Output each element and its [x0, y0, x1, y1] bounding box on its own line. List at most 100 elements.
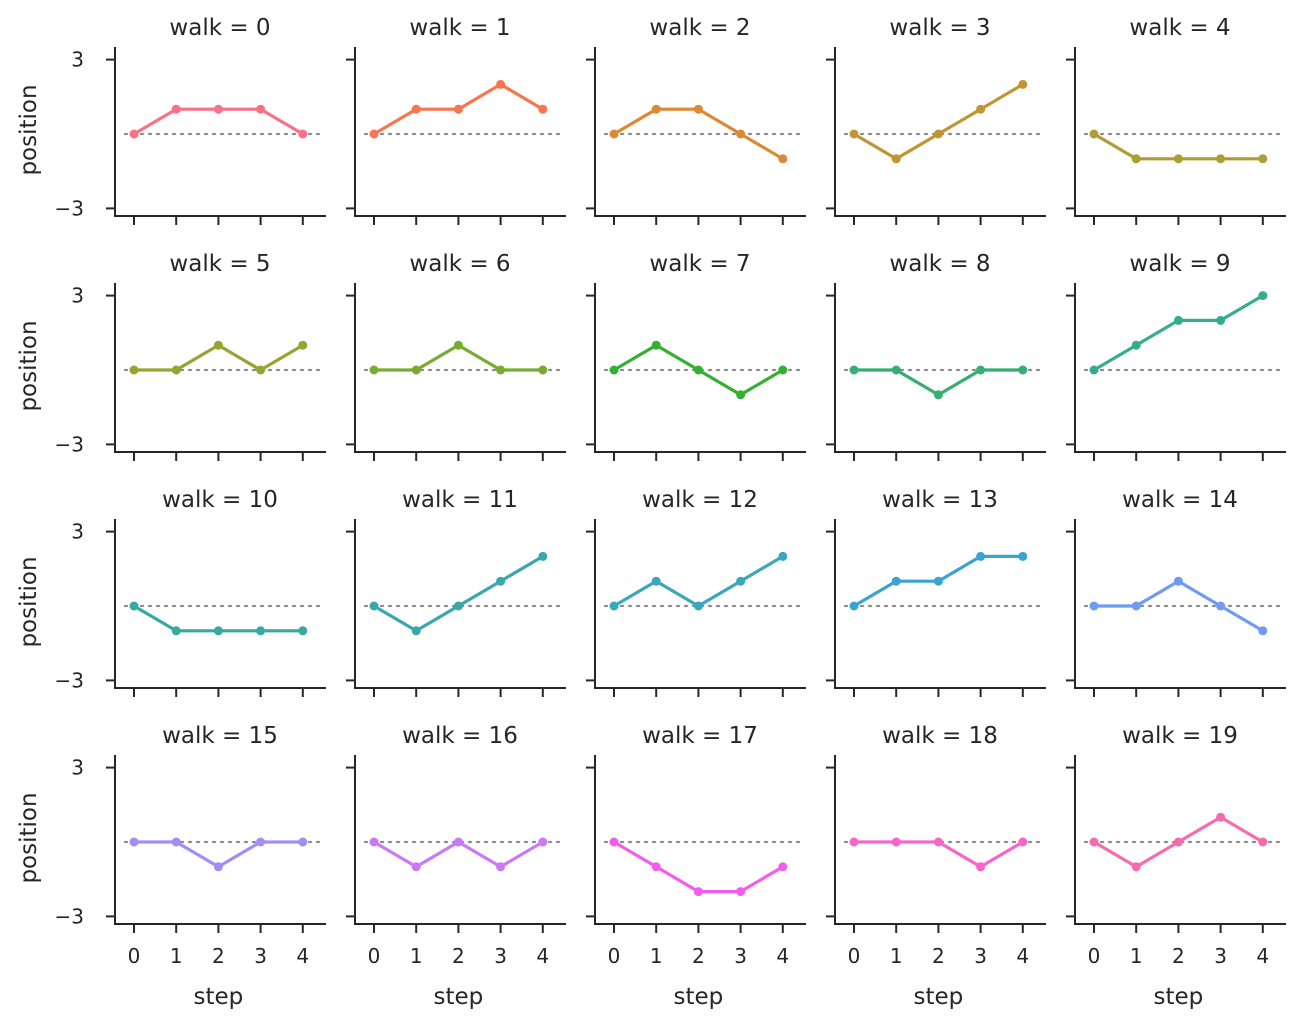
data-point	[1216, 154, 1226, 164]
panel-title: walk = 14	[1122, 487, 1238, 513]
data-point	[651, 862, 661, 872]
x-tick-label: 2	[1172, 944, 1185, 968]
data-point	[651, 340, 661, 350]
data-point	[1018, 365, 1028, 375]
data-point	[933, 129, 943, 139]
axis-spines	[114, 283, 326, 453]
panel-title: walk = 8	[889, 251, 990, 277]
data-point	[256, 104, 266, 114]
data-point	[1173, 315, 1183, 325]
data-point	[976, 104, 986, 114]
data-point	[256, 626, 266, 636]
data-point	[891, 365, 901, 375]
data-point	[1089, 837, 1099, 847]
x-tick-label: 0	[608, 944, 621, 968]
data-point	[976, 862, 986, 872]
data-point	[256, 837, 266, 847]
data-point	[1089, 365, 1099, 375]
data-point	[1089, 601, 1099, 611]
y-tick-label: 3	[71, 284, 84, 308]
axis-spines	[594, 47, 806, 217]
data-point	[778, 154, 788, 164]
x-tick-label: 3	[734, 944, 747, 968]
facet-panel: walk = 11	[346, 487, 567, 697]
facet-panel: walk = 2	[586, 15, 807, 225]
data-point	[298, 626, 308, 636]
y-tick-label: −3	[55, 904, 84, 928]
data-point	[411, 365, 421, 375]
axis-spines	[354, 755, 566, 925]
facet-panel: walk = 3	[826, 15, 1047, 225]
panel-title: walk = 12	[642, 487, 758, 513]
axis-spines	[114, 519, 326, 689]
facet-panel: walk = 7	[586, 251, 807, 461]
panel-title: walk = 2	[649, 15, 750, 41]
y-tick-label: 3	[71, 520, 84, 544]
data-point	[933, 390, 943, 400]
data-point	[538, 837, 548, 847]
axis-spines	[354, 519, 566, 689]
facet-panel: walk = 0 −3 3 position	[16, 15, 327, 225]
facet-panel: walk = 1	[346, 15, 567, 225]
x-tick-label: 0	[128, 944, 141, 968]
x-tick-label: 3	[974, 944, 987, 968]
data-point	[1258, 626, 1268, 636]
data-point	[538, 551, 548, 561]
axis-spines	[594, 283, 806, 453]
x-tick-label: 2	[452, 944, 465, 968]
data-point	[1018, 79, 1028, 89]
axis-spines	[354, 47, 566, 217]
data-point	[171, 104, 181, 114]
facet-panel: walk = 8	[826, 251, 1047, 461]
x-axis-label: step	[914, 984, 964, 1010]
x-tick-label: 4	[1016, 944, 1029, 968]
data-point	[933, 837, 943, 847]
data-point	[171, 626, 181, 636]
axis-spines	[354, 283, 566, 453]
data-point	[891, 837, 901, 847]
data-point	[891, 154, 901, 164]
data-point	[778, 365, 788, 375]
panel-title: walk = 6	[409, 251, 510, 277]
facet-panel: walk = 14	[1066, 487, 1287, 697]
panel-title: walk = 0	[169, 15, 270, 41]
data-point	[298, 340, 308, 350]
data-point	[1131, 340, 1141, 350]
data-point	[213, 626, 223, 636]
data-point	[369, 129, 379, 139]
data-point	[609, 129, 619, 139]
series-line	[612, 840, 785, 894]
y-axis-label: position	[16, 320, 42, 411]
series-line	[852, 82, 1025, 161]
data-point	[609, 837, 619, 847]
data-point	[976, 551, 986, 561]
x-axis-label: step	[434, 984, 484, 1010]
axis-spines	[834, 519, 1046, 689]
panel-title: walk = 3	[889, 15, 990, 41]
facet-panel: walk = 9	[1066, 251, 1287, 461]
x-tick-label: 1	[650, 944, 663, 968]
facet-panel: walk = 13	[826, 487, 1047, 697]
x-tick-label: 0	[848, 944, 861, 968]
data-point	[129, 837, 139, 847]
facet-panel: walk = 5 −3 3 position	[16, 251, 327, 461]
data-point	[1018, 551, 1028, 561]
panel-title: walk = 15	[162, 723, 278, 749]
data-point	[496, 79, 506, 89]
data-point	[849, 837, 859, 847]
y-tick-label: 3	[71, 756, 84, 780]
data-point	[453, 601, 463, 611]
panel-title: walk = 19	[1122, 723, 1238, 749]
data-point	[849, 365, 859, 375]
data-point	[171, 837, 181, 847]
x-axis-label: step	[1154, 984, 1204, 1010]
data-point	[1258, 837, 1268, 847]
axis-spines	[834, 283, 1046, 453]
x-axis-label: step	[674, 984, 724, 1010]
y-tick-label: −3	[55, 196, 84, 220]
data-point	[1258, 291, 1268, 301]
data-point	[1216, 315, 1226, 325]
panel-title: walk = 9	[1129, 251, 1230, 277]
data-point	[609, 365, 619, 375]
y-axis-label: position	[16, 84, 42, 175]
